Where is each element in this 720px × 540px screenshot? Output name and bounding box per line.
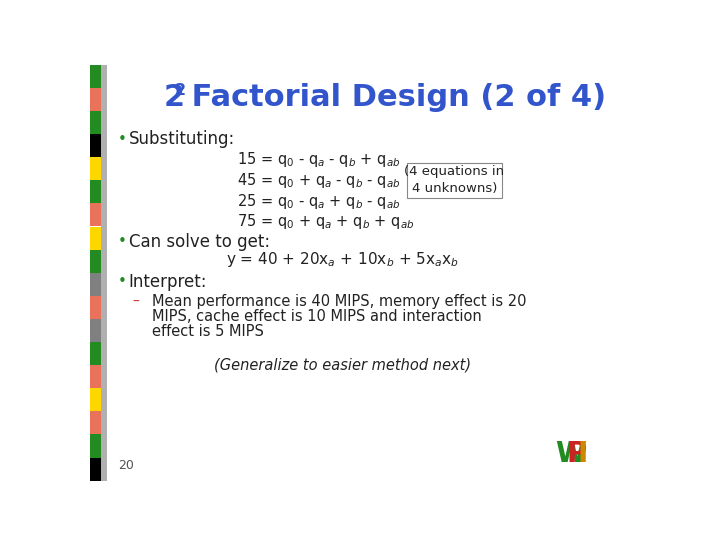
- Text: Can solve to get:: Can solve to get:: [129, 233, 270, 251]
- Text: 75 = q$_0$ + q$_a$ + q$_b$ + q$_{ab}$: 75 = q$_0$ + q$_a$ + q$_b$ + q$_{ab}$: [238, 212, 415, 231]
- Text: (Generalize to easier method next): (Generalize to easier method next): [214, 357, 471, 373]
- Text: •: •: [118, 234, 127, 249]
- Text: P: P: [567, 440, 587, 468]
- Bar: [90, 180, 101, 204]
- Text: 20: 20: [118, 458, 134, 472]
- Text: W: W: [555, 440, 585, 468]
- Bar: [90, 249, 101, 273]
- Text: I: I: [577, 440, 588, 468]
- Bar: [90, 342, 101, 365]
- Text: Substituting:: Substituting:: [129, 131, 235, 149]
- Text: –: –: [132, 295, 140, 309]
- Bar: [90, 157, 101, 180]
- Text: (4 equations in
4 unknowns): (4 equations in 4 unknowns): [404, 165, 504, 195]
- Bar: [90, 65, 101, 88]
- Text: effect is 5 MIPS: effect is 5 MIPS: [152, 323, 264, 339]
- Text: MIPS, cache effect is 10 MIPS and interaction: MIPS, cache effect is 10 MIPS and intera…: [152, 309, 482, 324]
- Bar: [90, 434, 101, 457]
- Text: 2: 2: [163, 83, 185, 112]
- Text: •: •: [118, 274, 127, 289]
- Text: y = 40 + 20x$_a$ + 10x$_b$ + 5x$_a$x$_b$: y = 40 + 20x$_a$ + 10x$_b$ + 5x$_a$x$_b$: [225, 250, 459, 269]
- Bar: [90, 457, 101, 481]
- Bar: [90, 88, 101, 111]
- Bar: [90, 319, 101, 342]
- Bar: [90, 204, 101, 226]
- Text: •: •: [118, 132, 127, 147]
- Bar: [90, 226, 101, 249]
- Text: 15 = q$_0$ - q$_a$ - q$_b$ + q$_{ab}$: 15 = q$_0$ - q$_a$ - q$_b$ + q$_{ab}$: [238, 150, 401, 169]
- Text: 2: 2: [174, 83, 186, 98]
- Bar: [90, 365, 101, 388]
- Bar: [101, 65, 107, 481]
- Text: 25 = q$_0$ - q$_a$ + q$_b$ - q$_{ab}$: 25 = q$_0$ - q$_a$ + q$_b$ - q$_{ab}$: [238, 192, 401, 211]
- Text: Interpret:: Interpret:: [129, 273, 207, 291]
- Bar: [90, 388, 101, 411]
- Bar: [90, 411, 101, 434]
- Bar: [90, 134, 101, 157]
- Text: 45 = q$_0$ + q$_a$ - q$_b$ - q$_{ab}$: 45 = q$_0$ + q$_a$ - q$_b$ - q$_{ab}$: [238, 171, 401, 190]
- FancyBboxPatch shape: [407, 163, 502, 198]
- Text: Mean performance is 40 MIPS, memory effect is 20: Mean performance is 40 MIPS, memory effe…: [152, 294, 526, 309]
- Bar: [90, 296, 101, 319]
- Bar: [90, 273, 101, 296]
- Text: Factorial Design (2 of 4): Factorial Design (2 of 4): [181, 83, 606, 112]
- Bar: [90, 111, 101, 134]
